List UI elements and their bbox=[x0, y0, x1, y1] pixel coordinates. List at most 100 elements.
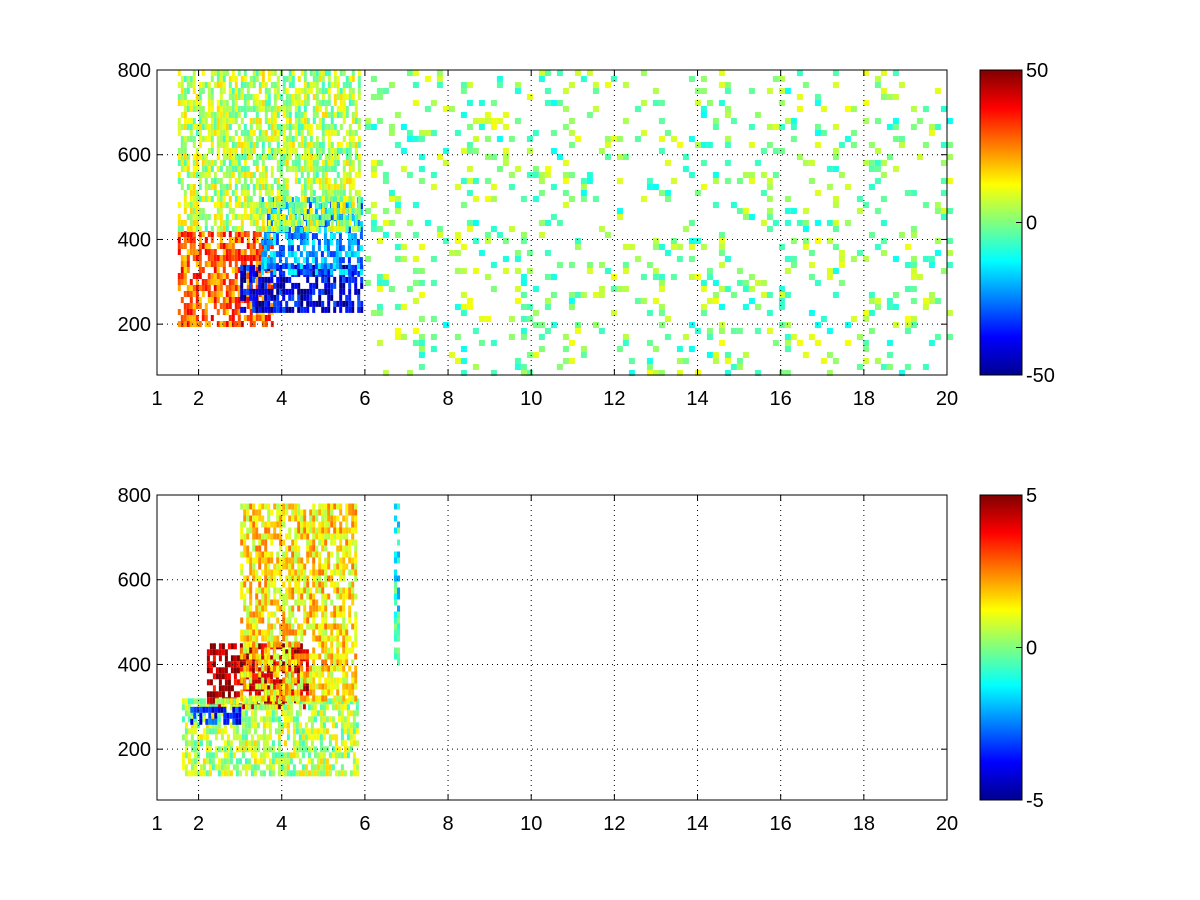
heatmap-cell bbox=[460, 310, 467, 316]
heatmap-cell bbox=[339, 190, 343, 196]
heatmap-cell bbox=[832, 292, 839, 298]
heatmap-cell bbox=[237, 202, 241, 208]
heatmap-cell bbox=[321, 184, 325, 190]
heatmap-cell bbox=[261, 136, 265, 142]
heatmap-cell bbox=[327, 148, 331, 154]
heatmap-cell bbox=[354, 629, 358, 636]
heatmap-cell bbox=[303, 617, 307, 624]
heatmap-cell bbox=[790, 118, 797, 124]
heatmap-cell bbox=[285, 575, 289, 582]
heatmap-cell bbox=[326, 239, 330, 246]
heatmap-cell bbox=[868, 232, 875, 238]
heatmap-cell bbox=[199, 718, 203, 725]
heatmap-cell bbox=[214, 722, 218, 729]
heatmap-cell bbox=[349, 728, 353, 735]
heatmap-cell bbox=[345, 154, 349, 160]
heatmap-cell bbox=[267, 294, 271, 301]
heatmap-cell bbox=[315, 276, 319, 283]
heatmap-cell bbox=[221, 673, 225, 680]
top-colorbar bbox=[979, 69, 1023, 376]
heatmap-cell bbox=[544, 70, 551, 76]
heatmap-cell bbox=[192, 243, 196, 249]
heatmap-cell bbox=[343, 716, 347, 723]
heatmap-cell bbox=[276, 148, 280, 154]
heatmap-cell bbox=[778, 286, 785, 292]
heatmap-cell bbox=[330, 509, 334, 516]
heatmap-cell bbox=[353, 269, 357, 276]
heatmap-cell bbox=[272, 209, 276, 216]
heatmap-cell bbox=[802, 82, 809, 88]
heatmap-cell bbox=[258, 503, 262, 510]
heatmap-cell bbox=[222, 255, 226, 261]
heatmap-cell bbox=[336, 82, 340, 88]
heatmap-cell bbox=[257, 643, 261, 650]
heatmap-cell bbox=[342, 605, 346, 612]
heatmap-cell bbox=[343, 722, 347, 729]
heatmap-cell bbox=[490, 124, 497, 130]
heatmap-cell bbox=[255, 70, 259, 76]
heatmap-cell bbox=[345, 629, 349, 636]
heatmap-cell bbox=[180, 100, 184, 106]
heatmap-cell bbox=[276, 515, 280, 522]
heatmap-cell bbox=[327, 100, 331, 106]
heatmap-cell bbox=[348, 130, 352, 136]
heatmap-cell bbox=[276, 220, 280, 226]
heatmap-cell bbox=[308, 263, 312, 270]
heatmap-cell bbox=[634, 256, 641, 262]
heatmap-cell bbox=[297, 220, 301, 226]
heatmap-cell bbox=[394, 208, 401, 214]
heatmap-cell bbox=[306, 677, 310, 684]
heatmap-cell bbox=[348, 557, 352, 564]
heatmap-cell bbox=[323, 227, 327, 234]
heatmap-cell bbox=[265, 764, 269, 771]
heatmap-cell bbox=[316, 764, 320, 771]
heatmap-cell bbox=[327, 166, 331, 172]
heatmap-cell bbox=[339, 503, 343, 510]
heatmap-cell bbox=[219, 118, 223, 124]
heatmap-cell bbox=[297, 575, 301, 582]
heatmap-cell bbox=[339, 202, 343, 208]
heatmap-cell bbox=[394, 587, 397, 594]
heatmap-cell bbox=[264, 112, 268, 118]
heatmap-cell bbox=[299, 227, 303, 234]
heatmap-cell bbox=[204, 184, 208, 190]
heatmap-cell bbox=[207, 243, 211, 249]
heatmap-cell bbox=[357, 94, 361, 100]
heatmap-cell bbox=[297, 154, 301, 160]
heatmap-cell bbox=[204, 220, 208, 226]
heatmap-cell bbox=[224, 661, 228, 668]
heatmap-cell bbox=[300, 136, 304, 142]
heatmap-cell bbox=[333, 581, 337, 588]
heatmap-cell bbox=[265, 722, 269, 729]
heatmap-cell bbox=[267, 509, 271, 516]
heatmap-cell bbox=[826, 328, 833, 334]
heatmap-cell bbox=[226, 712, 230, 719]
heatmap-cell bbox=[294, 515, 298, 522]
heatmap-cell bbox=[324, 533, 328, 540]
heatmap-cell bbox=[343, 740, 347, 747]
heatmap-cell bbox=[418, 268, 425, 274]
heatmap-cell bbox=[348, 282, 352, 289]
heatmap-cell bbox=[418, 340, 425, 346]
heatmap-cell bbox=[814, 238, 821, 244]
heatmap-cell bbox=[192, 285, 196, 291]
heatmap-cell bbox=[306, 557, 310, 564]
heatmap-cell bbox=[223, 752, 227, 759]
heatmap-cell bbox=[238, 706, 242, 713]
heatmap-cell bbox=[339, 196, 343, 202]
heatmap-cell bbox=[223, 718, 227, 725]
heatmap-cell bbox=[216, 214, 220, 220]
heatmap-cell bbox=[297, 509, 301, 516]
heatmap-cell bbox=[940, 208, 947, 214]
heatmap-cell bbox=[338, 257, 342, 264]
heatmap-cell bbox=[267, 677, 271, 684]
heatmap-cell bbox=[274, 716, 278, 723]
heatmap-cell bbox=[303, 264, 307, 271]
heatmap-cell bbox=[460, 112, 467, 118]
heatmap-cell bbox=[258, 178, 262, 184]
heatmap-cell bbox=[213, 190, 217, 196]
heatmap-cell bbox=[255, 599, 259, 606]
heatmap-cell bbox=[243, 100, 247, 106]
heatmap-cell bbox=[318, 118, 322, 124]
heatmap-cell bbox=[306, 88, 310, 94]
